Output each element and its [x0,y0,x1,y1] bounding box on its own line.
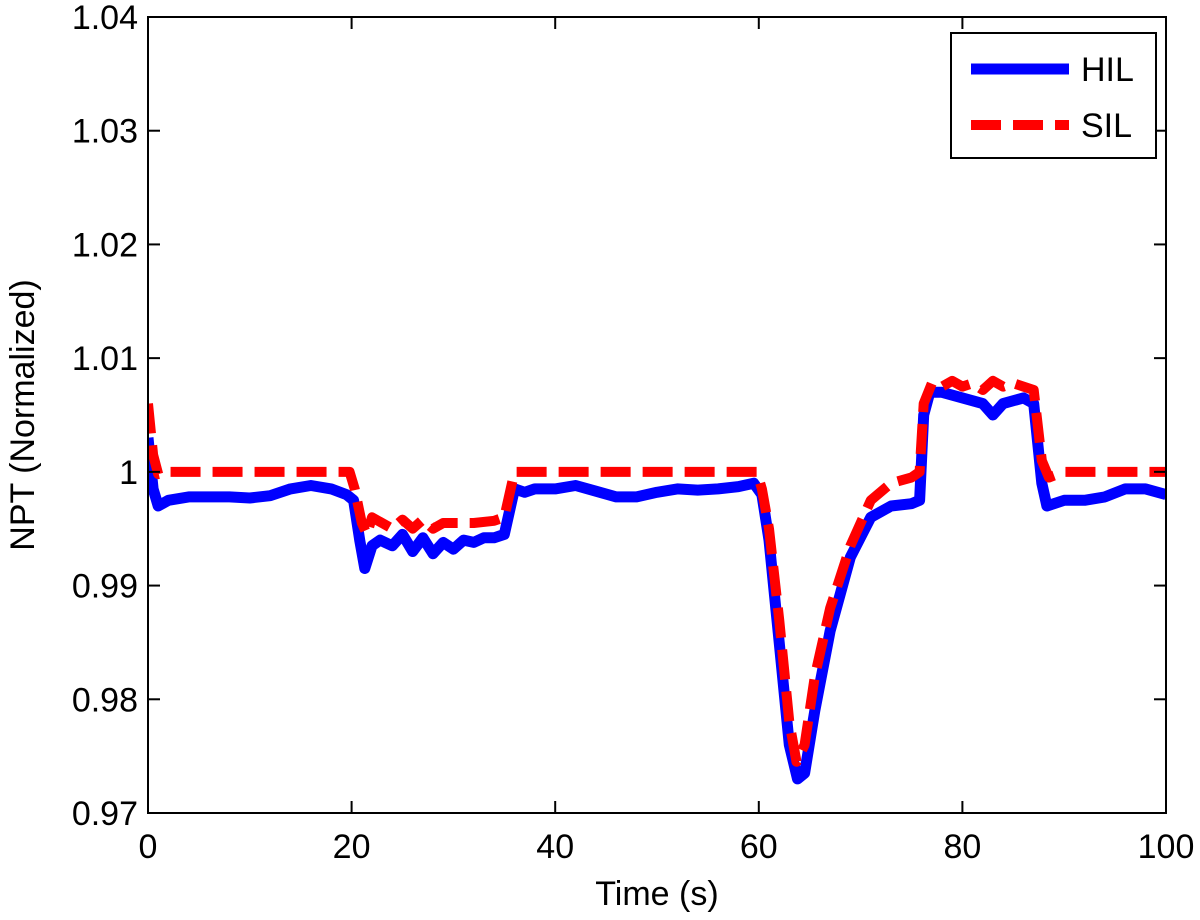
y-tick-label: 1.03 [72,113,138,151]
y-tick-label: 0.99 [72,568,138,606]
legend: HIL SIL [950,32,1157,159]
axes [147,16,1167,814]
y-tick-label: 1.02 [72,226,138,264]
x-tick-label: 80 [943,828,981,866]
x-tick-label: 40 [536,828,574,866]
series-line-sil [148,375,1166,767]
y-tick-label: 1.01 [72,340,138,378]
axes-box [147,16,1167,814]
series-line-hil [148,386,1166,785]
y-tick-label: 0.98 [72,681,138,719]
y-tick-label: 1 [119,454,138,492]
ticks: 0 20 40 60 80 100 0.97 0.98 0.99 1 1.01 1.02 1.03 1.0… [72,0,1195,866]
x-tick-label: 20 [333,828,371,866]
x-tick-label: 60 [740,828,778,866]
series-layer [148,375,1166,785]
legend-label-hil: HIL [1081,51,1134,89]
x-tick-label: 100 [1138,828,1195,866]
x-tick-label: 0 [139,828,158,866]
y-tick-label: 0.97 [72,795,138,833]
x-axis-title: Time (s) [595,875,718,913]
y-axis-title: NPT (Normalized) [4,279,42,550]
legend-label-sil: SIL [1081,107,1132,145]
legend-box [950,32,1157,159]
y-tick-label: 1.04 [72,0,138,37]
